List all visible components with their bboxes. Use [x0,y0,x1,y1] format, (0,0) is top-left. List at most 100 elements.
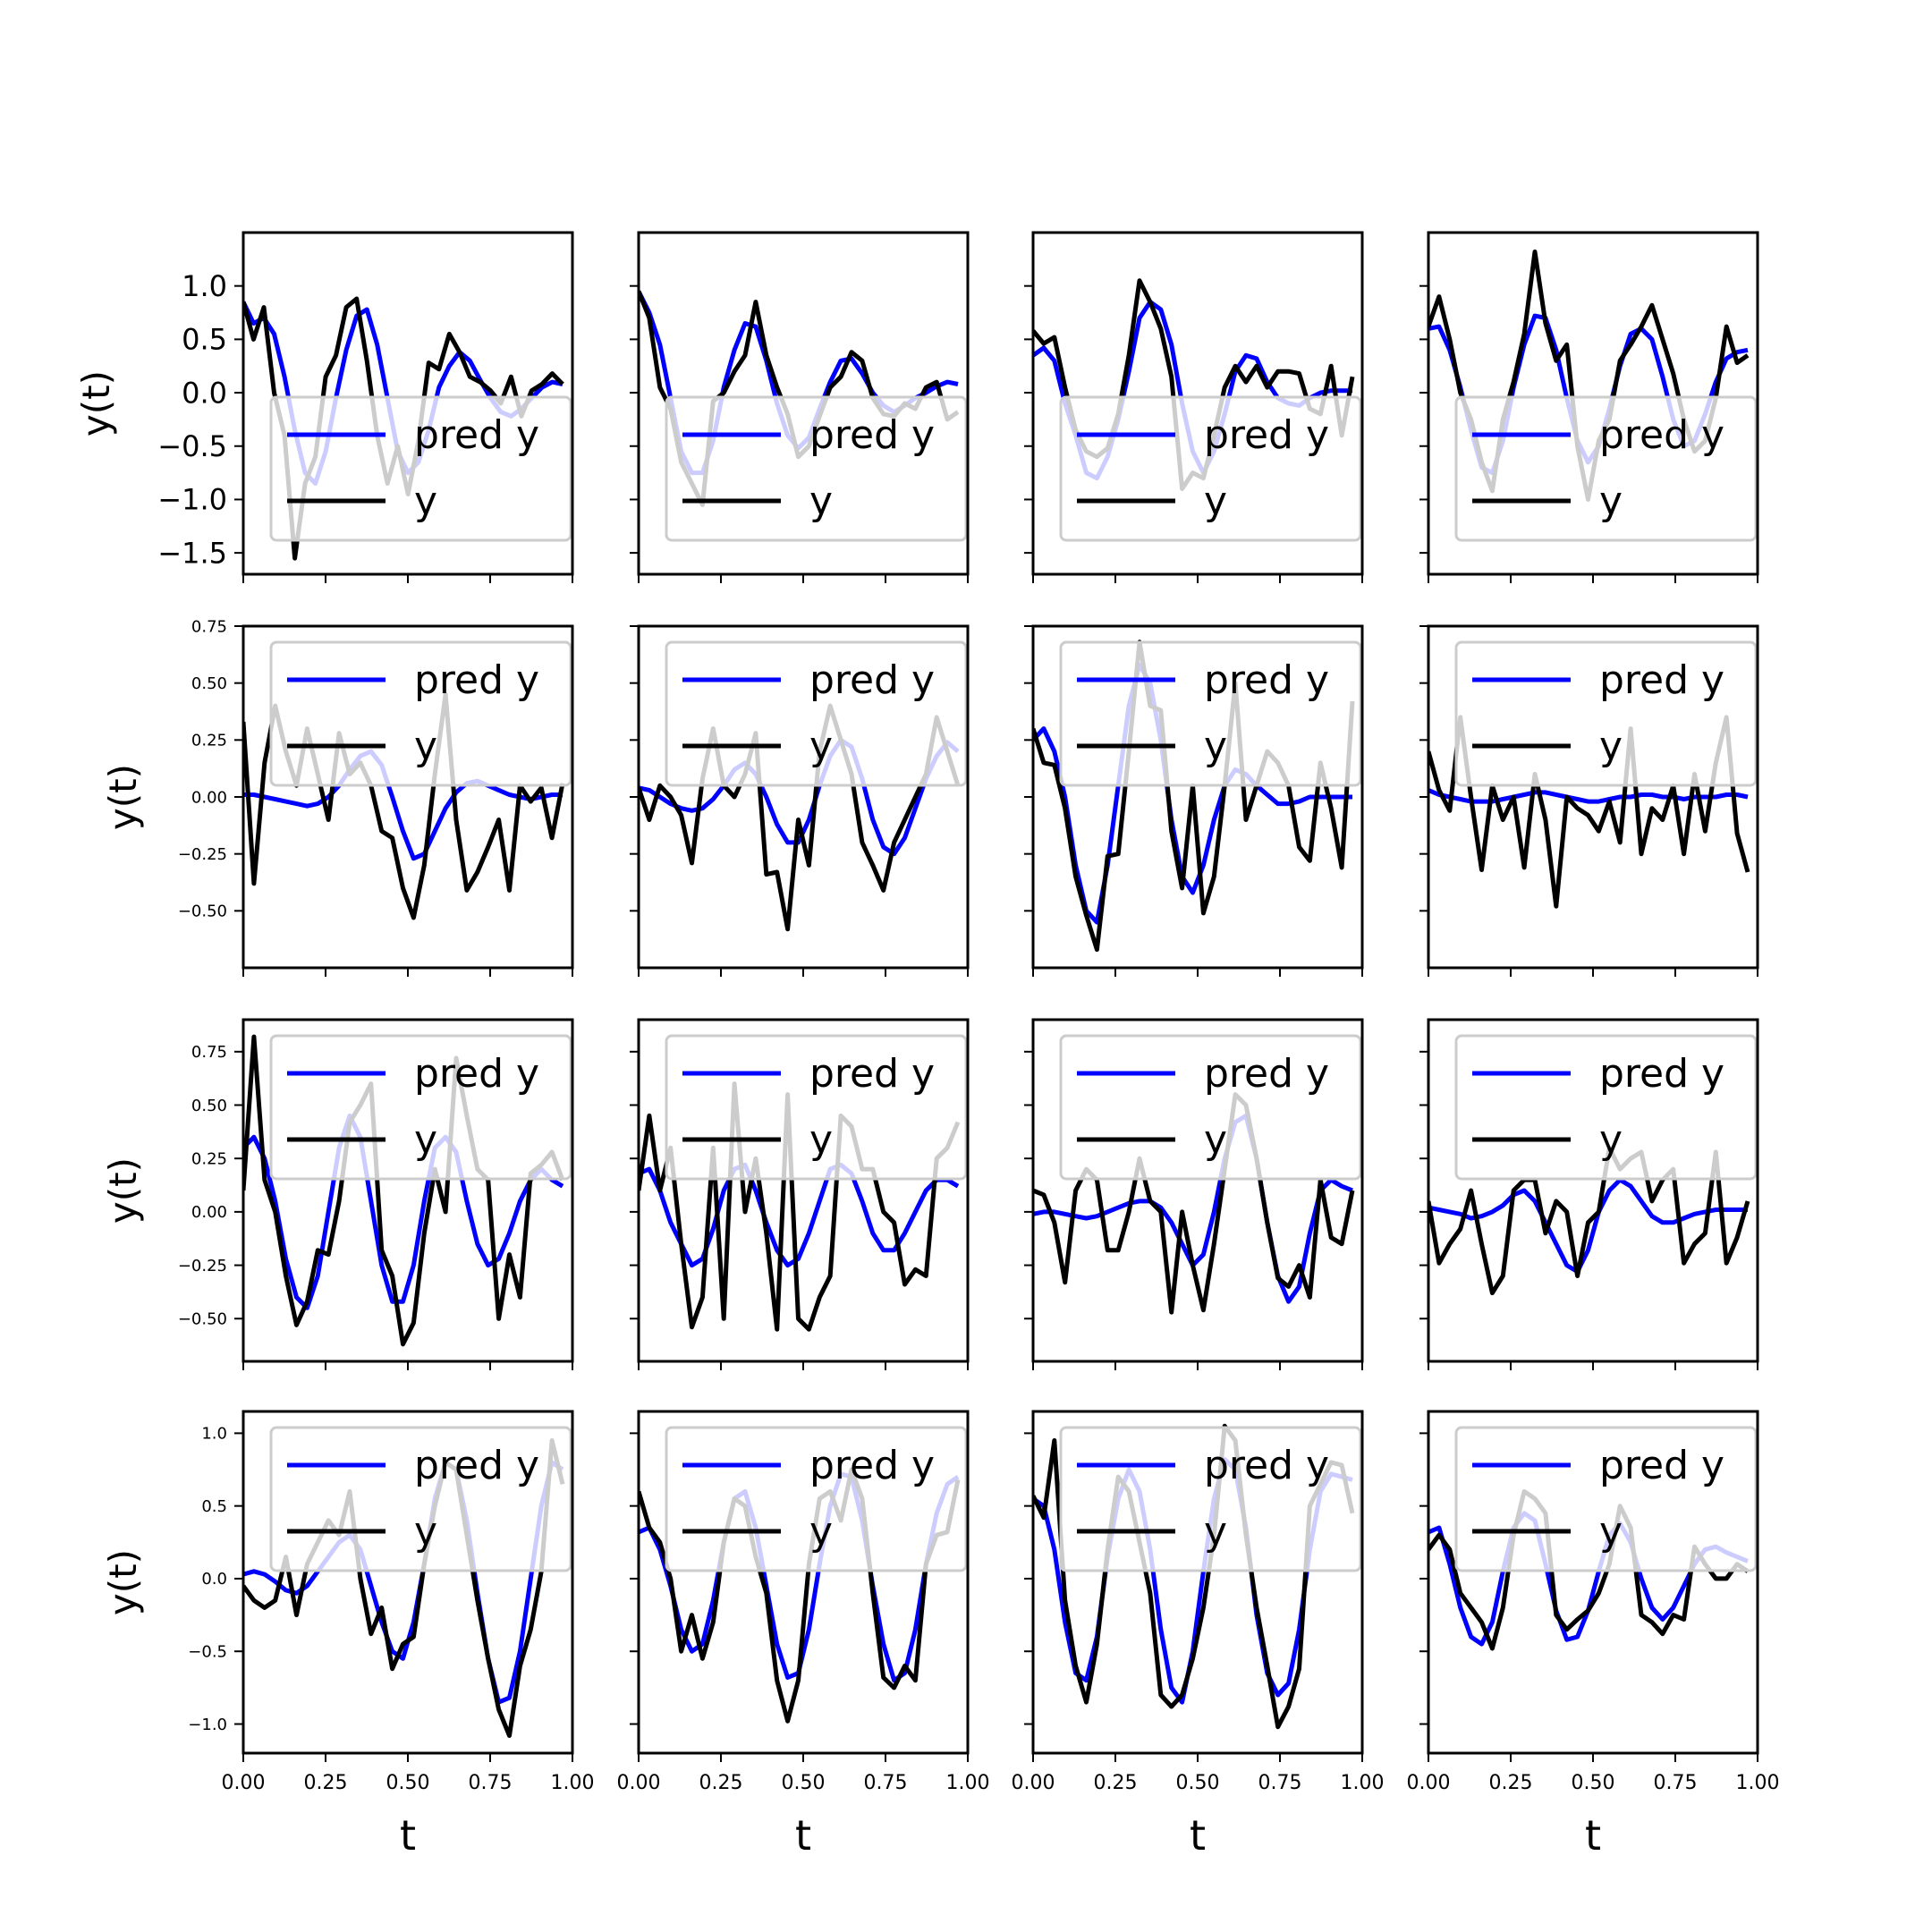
y-line [639,703,961,932]
pred-y-line [1428,1177,1748,1275]
y-tick-label: 1.0 [182,269,227,303]
axes-frame [1031,1410,1364,1755]
legend-label-pred-y: pred y [1599,657,1724,703]
subplot-r2-c3: pred y y [1419,1018,1759,1370]
legend-label-y: y [414,479,437,524]
axes-frame [1427,1018,1759,1363]
legend: pred y y [1059,395,1362,542]
y-tick-label: −1.0 [188,1716,227,1734]
y-line [243,1034,565,1347]
y-tick-label: 1.0 [201,1425,227,1444]
axes-frame [637,1410,970,1755]
y-tick-label: −1.0 [157,483,227,517]
x-axis-label: t [400,1811,416,1860]
legend-label-pred-y: pred y [809,657,935,703]
y-tick-label: 0.75 [191,1043,227,1062]
legend-label-pred-y: pred y [1204,1051,1329,1097]
legend-label-pred-y: pred y [809,1051,935,1097]
subplot-r3-c1: 0.00 0.25 0.50 0.75 1.00 pred y y t [617,1410,989,1860]
subplot-r1-c3: pred y y [1419,624,1759,977]
y-tick-label: −0.25 [178,1257,227,1275]
y-tick-label: −0.5 [188,1643,227,1662]
subplot-r3-c2: 0.00 0.25 0.50 0.75 1.00 pred y y t [1012,1410,1385,1860]
subplot-r3-c0: 1.0 0.5 0.0 −0.5 −1.0 0.00 0.25 0.50 0.75 1.00 pre… [101,1410,594,1860]
x-tick-label: 0.75 [1654,1772,1698,1794]
legend-label-y: y [1599,724,1623,769]
legend: pred y y [1454,640,1758,787]
y-line [1033,1423,1355,1730]
legend-label-pred-y: pred y [1599,1443,1724,1488]
pred-y-line [243,1113,564,1310]
y-tick-label: 0.5 [182,323,227,357]
legend: pred y y [269,395,572,542]
pred-y-line [639,1162,960,1268]
legend: pred y y [665,640,968,787]
x-axis-label: t [795,1811,811,1860]
x-axis-label: t [1190,1811,1206,1860]
legend-label-y: y [809,479,833,524]
legend-label-y: y [809,1117,833,1163]
y-line [243,1438,565,1738]
subplot-r0-c3: pred y y [1419,231,1759,583]
legend: pred y y [1454,1034,1758,1181]
subplot-r1-c2: pred y y [1024,624,1364,977]
y-tick-label: −0.5 [157,429,227,463]
legend: pred y y [665,1034,968,1181]
axes-frame [1031,624,1364,970]
legend-label-pred-y: pred y [414,657,539,703]
axes-frame [1427,231,1759,576]
x-tick-label: 0.00 [617,1772,661,1794]
subplot-r1-c1: pred y y [630,624,970,977]
legend-label-y: y [414,724,437,769]
legend: pred y y [665,395,968,542]
legend: pred y y [1059,1034,1362,1181]
axes-frame [637,624,970,970]
legend: pred y y [1059,640,1362,787]
subplot-r1-c0: 0.75 0.50 0.25 0.00 −0.25 −0.50 pred y y y(t) [101,617,574,977]
axes-frame [242,231,574,576]
legend-label-y: y [1204,724,1227,769]
legend: pred y y [269,1426,572,1572]
pred-y-line [243,749,563,861]
legend-label-y: y [809,1509,833,1555]
x-tick-label: 0.00 [222,1772,266,1794]
x-tick-label: 0.75 [864,1772,908,1794]
y-tick-label: 0.75 [191,617,227,636]
y-axis-label: y(t) [101,1549,145,1615]
pred-y-line [1428,788,1749,804]
x-tick-label: 0.00 [1407,1772,1451,1794]
legend-label-y: y [414,1117,437,1163]
axes-frame [1427,624,1759,970]
x-tick-label: 0.00 [1012,1772,1055,1794]
subplot-r3-c3: 0.00 0.25 0.50 0.75 1.00 pred y y t [1407,1410,1779,1860]
x-tick-label: 1.00 [1341,1772,1385,1794]
legend-label-pred-y: pred y [809,1443,935,1488]
y-axis-label: y(t) [74,370,118,436]
legend-label-y: y [809,724,833,769]
legend-label-pred-y: pred y [1599,1051,1724,1097]
y-tick-label: 0.50 [191,674,227,693]
axes-frame [242,1410,574,1755]
legend: pred y y [1454,395,1758,542]
y-tick-label: 0.00 [191,788,227,807]
legend-label-pred-y: pred y [1204,657,1329,703]
pred-y-line [243,1460,564,1705]
legend-label-pred-y: pred y [809,412,935,458]
axes-frame [1427,1410,1759,1755]
axes-frame [242,1018,574,1363]
legend: pred y y [1059,1426,1362,1572]
axes-frame [1031,231,1364,576]
x-tick-label: 0.25 [1094,1772,1138,1794]
legend-label-pred-y: pred y [1204,412,1329,458]
subplot-r2-c0: 0.75 0.50 0.25 0.00 −0.25 −0.50 pred y y y(t) [101,1018,574,1370]
y-line [1428,1145,1750,1296]
x-tick-label: 0.25 [1489,1772,1533,1794]
legend-label-y: y [1599,1117,1623,1163]
x-tick-label: 0.50 [386,1772,430,1794]
legend-label-pred-y: pred y [414,412,539,458]
x-tick-label: 0.75 [1258,1772,1302,1794]
axes-frame [637,231,970,576]
y-tick-label: −0.25 [178,845,227,864]
